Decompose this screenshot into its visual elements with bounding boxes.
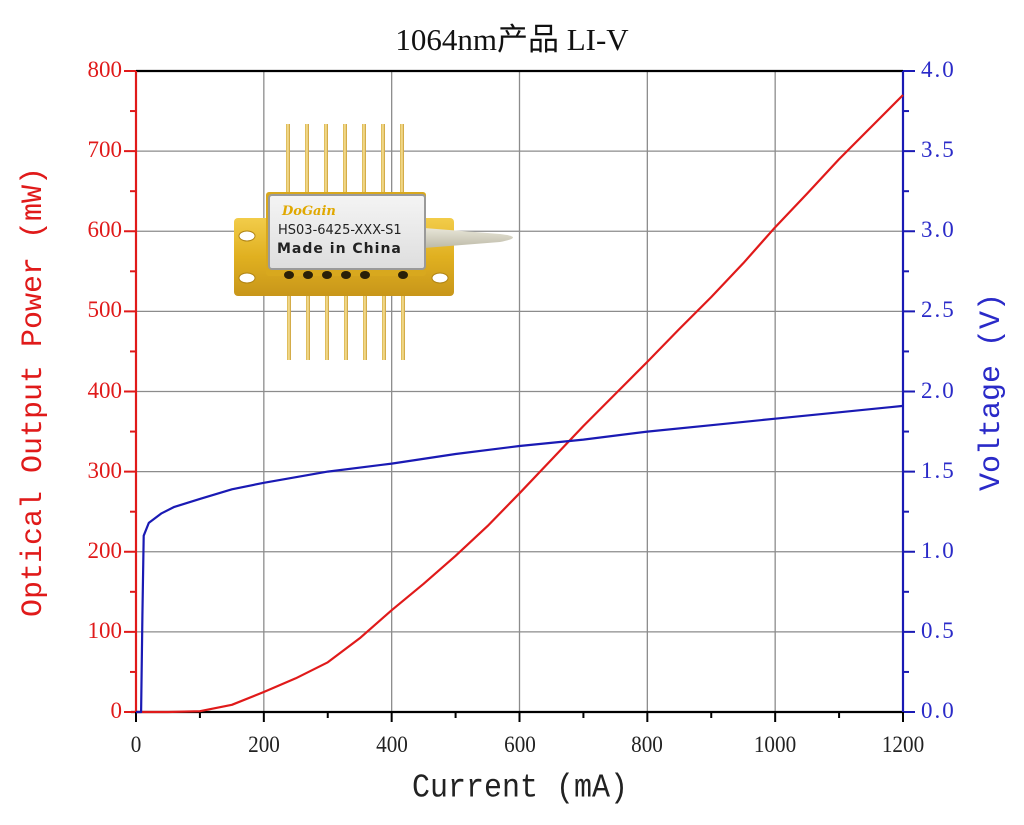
left-tick-label: 0 [110,698,123,723]
right-tick-label: 1.0 [921,537,956,563]
right-tick-label: 3.5 [921,137,956,163]
data-series [136,94,904,714]
right-tick-label: 0.0 [921,698,956,723]
x-axis-label: Current (mA) [411,770,629,808]
power-curve [136,94,904,714]
x-tick-label: 1000 [753,732,797,757]
left-axis-label: Optical Output Power (mW) [17,166,51,618]
axes [124,69,915,722]
origin-text: Made in China [277,241,402,257]
x-tick-label: 200 [247,732,280,757]
x-tick-label: 1200 [881,732,925,757]
left-tick-label: 600 [87,217,123,243]
right-tick-label: 1.5 [921,457,956,483]
right-tick-label: 0.5 [921,617,956,643]
right-tick-label: 2.5 [921,297,956,323]
left-tick-label: 300 [87,457,123,483]
right-tick-label: 3.0 [921,217,956,243]
left-tick-label: 500 [87,297,123,323]
x-tick-label: 0 [130,732,142,757]
product-photo-inset: DoGain HS03-6425-XXX-S1 Made in China [232,124,526,362]
x-tick-label: 800 [631,732,664,757]
x-tick-label: 400 [375,732,408,757]
left-tick-label: 100 [87,617,123,643]
right-tick-label: 4.0 [921,57,956,82]
right-axis-label: Voltage (V) [975,292,1009,492]
brand-logo: DoGain [282,204,336,219]
right-tick-label: 2.0 [921,377,956,403]
left-tick-label: 700 [87,137,123,163]
left-tick-label: 800 [87,57,123,82]
left-tick-label: 400 [87,377,123,403]
part-number: HS03-6425-XXX-S1 [278,223,402,238]
x-tick-label: 600 [503,732,536,757]
left-tick-label: 200 [87,537,123,563]
chart-title: 1064nm产品 LI-V [395,22,629,57]
product-label: DoGain HS03-6425-XXX-S1 Made in China [268,194,426,270]
voltage-curve [136,404,904,714]
